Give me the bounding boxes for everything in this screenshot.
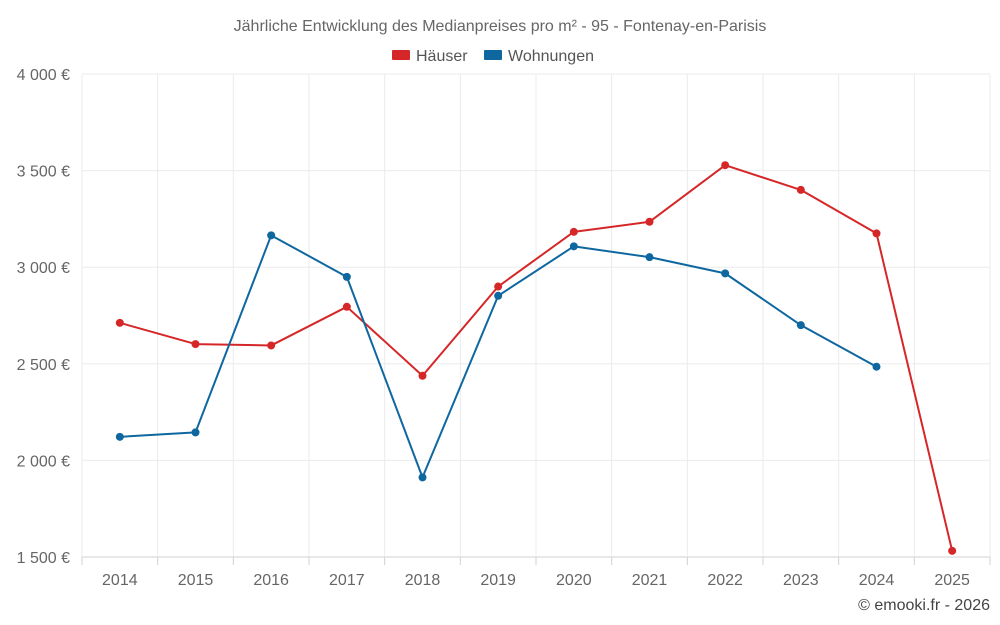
data-point[interactable] [796, 321, 805, 330]
y-tick-label: 1 500 € [17, 550, 70, 567]
y-tick-label: 3 500 € [17, 164, 70, 181]
data-point[interactable] [872, 362, 881, 371]
data-point[interactable] [115, 318, 124, 327]
x-tick-label: 2017 [329, 572, 365, 589]
x-tick-label: 2019 [480, 572, 516, 589]
data-point[interactable] [645, 217, 654, 226]
legend-label[interactable]: Wohnungen [508, 48, 594, 65]
legend-label[interactable]: Häuser [416, 48, 468, 65]
data-point[interactable] [191, 340, 200, 349]
x-tick-label: 2018 [405, 572, 441, 589]
grid [81, 73, 991, 565]
legend-swatch [392, 50, 410, 60]
data-point[interactable] [872, 229, 881, 238]
legend-swatch [484, 50, 502, 60]
x-axis: 2014 2015 2016 2017 2018 2019 2020 2021 2022 2023… [102, 572, 970, 589]
x-tick-label: 2025 [934, 572, 970, 589]
data-point[interactable] [948, 546, 957, 555]
y-axis: 1 500 € 2 000 € 2 500 € 3 000 € 3 500 € 4 000… [17, 67, 70, 567]
legend: Häuser Wohnungen [392, 48, 594, 65]
x-tick-label: 2022 [707, 572, 743, 589]
x-tick-label: 2014 [102, 572, 138, 589]
chart-title: Jährliche Entwicklung des Medianpreises … [234, 18, 767, 35]
data-point[interactable] [115, 432, 124, 441]
data-point[interactable] [418, 371, 427, 380]
data-point[interactable] [796, 185, 805, 194]
data-point[interactable] [342, 302, 351, 311]
data-point[interactable] [645, 253, 654, 262]
data-point[interactable] [569, 227, 578, 236]
x-tick-label: 2024 [859, 572, 895, 589]
data-point[interactable] [721, 161, 730, 170]
x-tick-label: 2023 [783, 572, 819, 589]
x-tick-label: 2016 [253, 572, 289, 589]
data-point[interactable] [721, 269, 730, 278]
data-point[interactable] [569, 242, 578, 251]
data-point[interactable] [191, 428, 200, 437]
x-tick-label: 2015 [178, 572, 214, 589]
data-point[interactable] [267, 231, 276, 240]
data-point[interactable] [494, 291, 503, 300]
series-line-haeuser [119, 164, 954, 552]
x-tick-label: 2020 [556, 572, 592, 589]
data-point[interactable] [494, 282, 503, 291]
y-tick-label: 2 000 € [17, 453, 70, 470]
y-tick-label: 3 000 € [17, 260, 70, 277]
credit-text: © emooki.fr - 2026 [858, 597, 990, 614]
y-tick-label: 4 000 € [17, 67, 70, 84]
data-point[interactable] [342, 272, 351, 281]
data-point[interactable] [418, 473, 427, 482]
data-point[interactable] [267, 341, 276, 350]
series-points [115, 161, 957, 555]
y-tick-label: 2 500 € [17, 357, 70, 374]
x-tick-label: 2021 [632, 572, 668, 589]
